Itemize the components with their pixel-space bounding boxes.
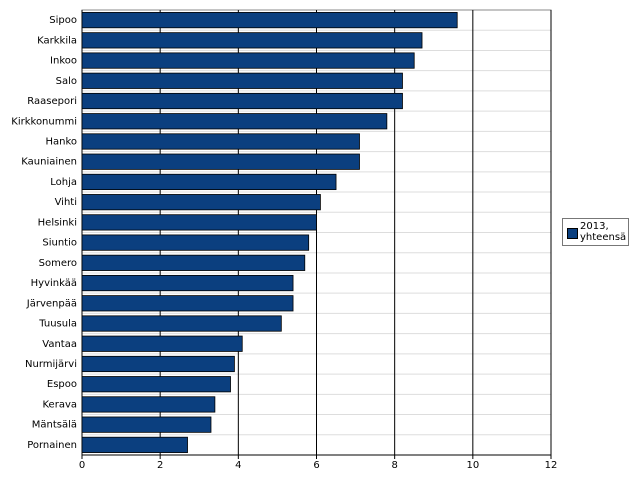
- y-tick-label: Kauniainen: [21, 157, 77, 168]
- y-tick-label: Kirkkonummi: [11, 116, 77, 127]
- x-tick-label: 10: [466, 460, 479, 471]
- bar: [81, 113, 388, 130]
- x-tick-label: 12: [545, 460, 558, 471]
- y-tick-label: Salo: [56, 76, 77, 87]
- y-tick-label: Kerava: [43, 399, 78, 410]
- bar: [81, 355, 235, 373]
- bar: [81, 133, 360, 150]
- x-tick-label: 8: [391, 460, 397, 471]
- y-tick-label: Vantaa: [42, 339, 77, 350]
- legend-swatch: [567, 228, 578, 239]
- y-tick-label: Nurmijärvi: [25, 359, 77, 370]
- y-tick-label: Sipoo: [49, 15, 77, 26]
- y-tick-label: Karkkila: [37, 35, 77, 46]
- bar: [81, 52, 415, 69]
- y-tick-label: Mäntsälä: [32, 420, 77, 431]
- x-tick-label: 2: [157, 460, 163, 471]
- y-tick-label: Tuusula: [38, 319, 77, 330]
- y-tick-label: Pornainen: [27, 440, 77, 451]
- bar: [81, 315, 282, 332]
- bar: [81, 12, 458, 29]
- bar: [81, 234, 310, 251]
- bar: [81, 214, 317, 231]
- x-tick-label: 6: [313, 460, 319, 471]
- bar: [81, 416, 212, 433]
- y-tick-label: Hyvinkää: [31, 278, 77, 289]
- bar: [81, 295, 294, 312]
- legend-label: 2013, yhteensä: [580, 221, 627, 243]
- bar: [81, 335, 243, 352]
- y-tick-label: Vihti: [55, 197, 77, 208]
- bar: [81, 153, 360, 170]
- x-tick-label: 0: [79, 460, 85, 471]
- bar: [81, 274, 294, 292]
- y-tick-label: Lohja: [50, 177, 77, 188]
- y-tick-label: Somero: [39, 258, 77, 269]
- y-tick-label: Järvenpää: [26, 298, 77, 309]
- bar: [81, 92, 403, 110]
- bar: [81, 72, 403, 89]
- bar: [81, 32, 423, 49]
- y-tick-label: Raasepori: [27, 96, 77, 107]
- x-tick-label: 4: [235, 460, 241, 471]
- y-tick-label: Siuntio: [42, 238, 77, 249]
- legend: 2013, yhteensä: [562, 218, 629, 246]
- bar: [81, 173, 337, 191]
- bar: [81, 254, 306, 271]
- y-tick-label: Hanko: [45, 136, 77, 147]
- y-tick-label: Helsinki: [38, 217, 77, 228]
- bar: [81, 376, 231, 393]
- y-tick-label: Espoo: [47, 379, 77, 390]
- bar: [81, 396, 216, 413]
- bar: [81, 436, 188, 453]
- bar: [81, 194, 321, 211]
- y-tick-label: Inkoo: [50, 56, 77, 67]
